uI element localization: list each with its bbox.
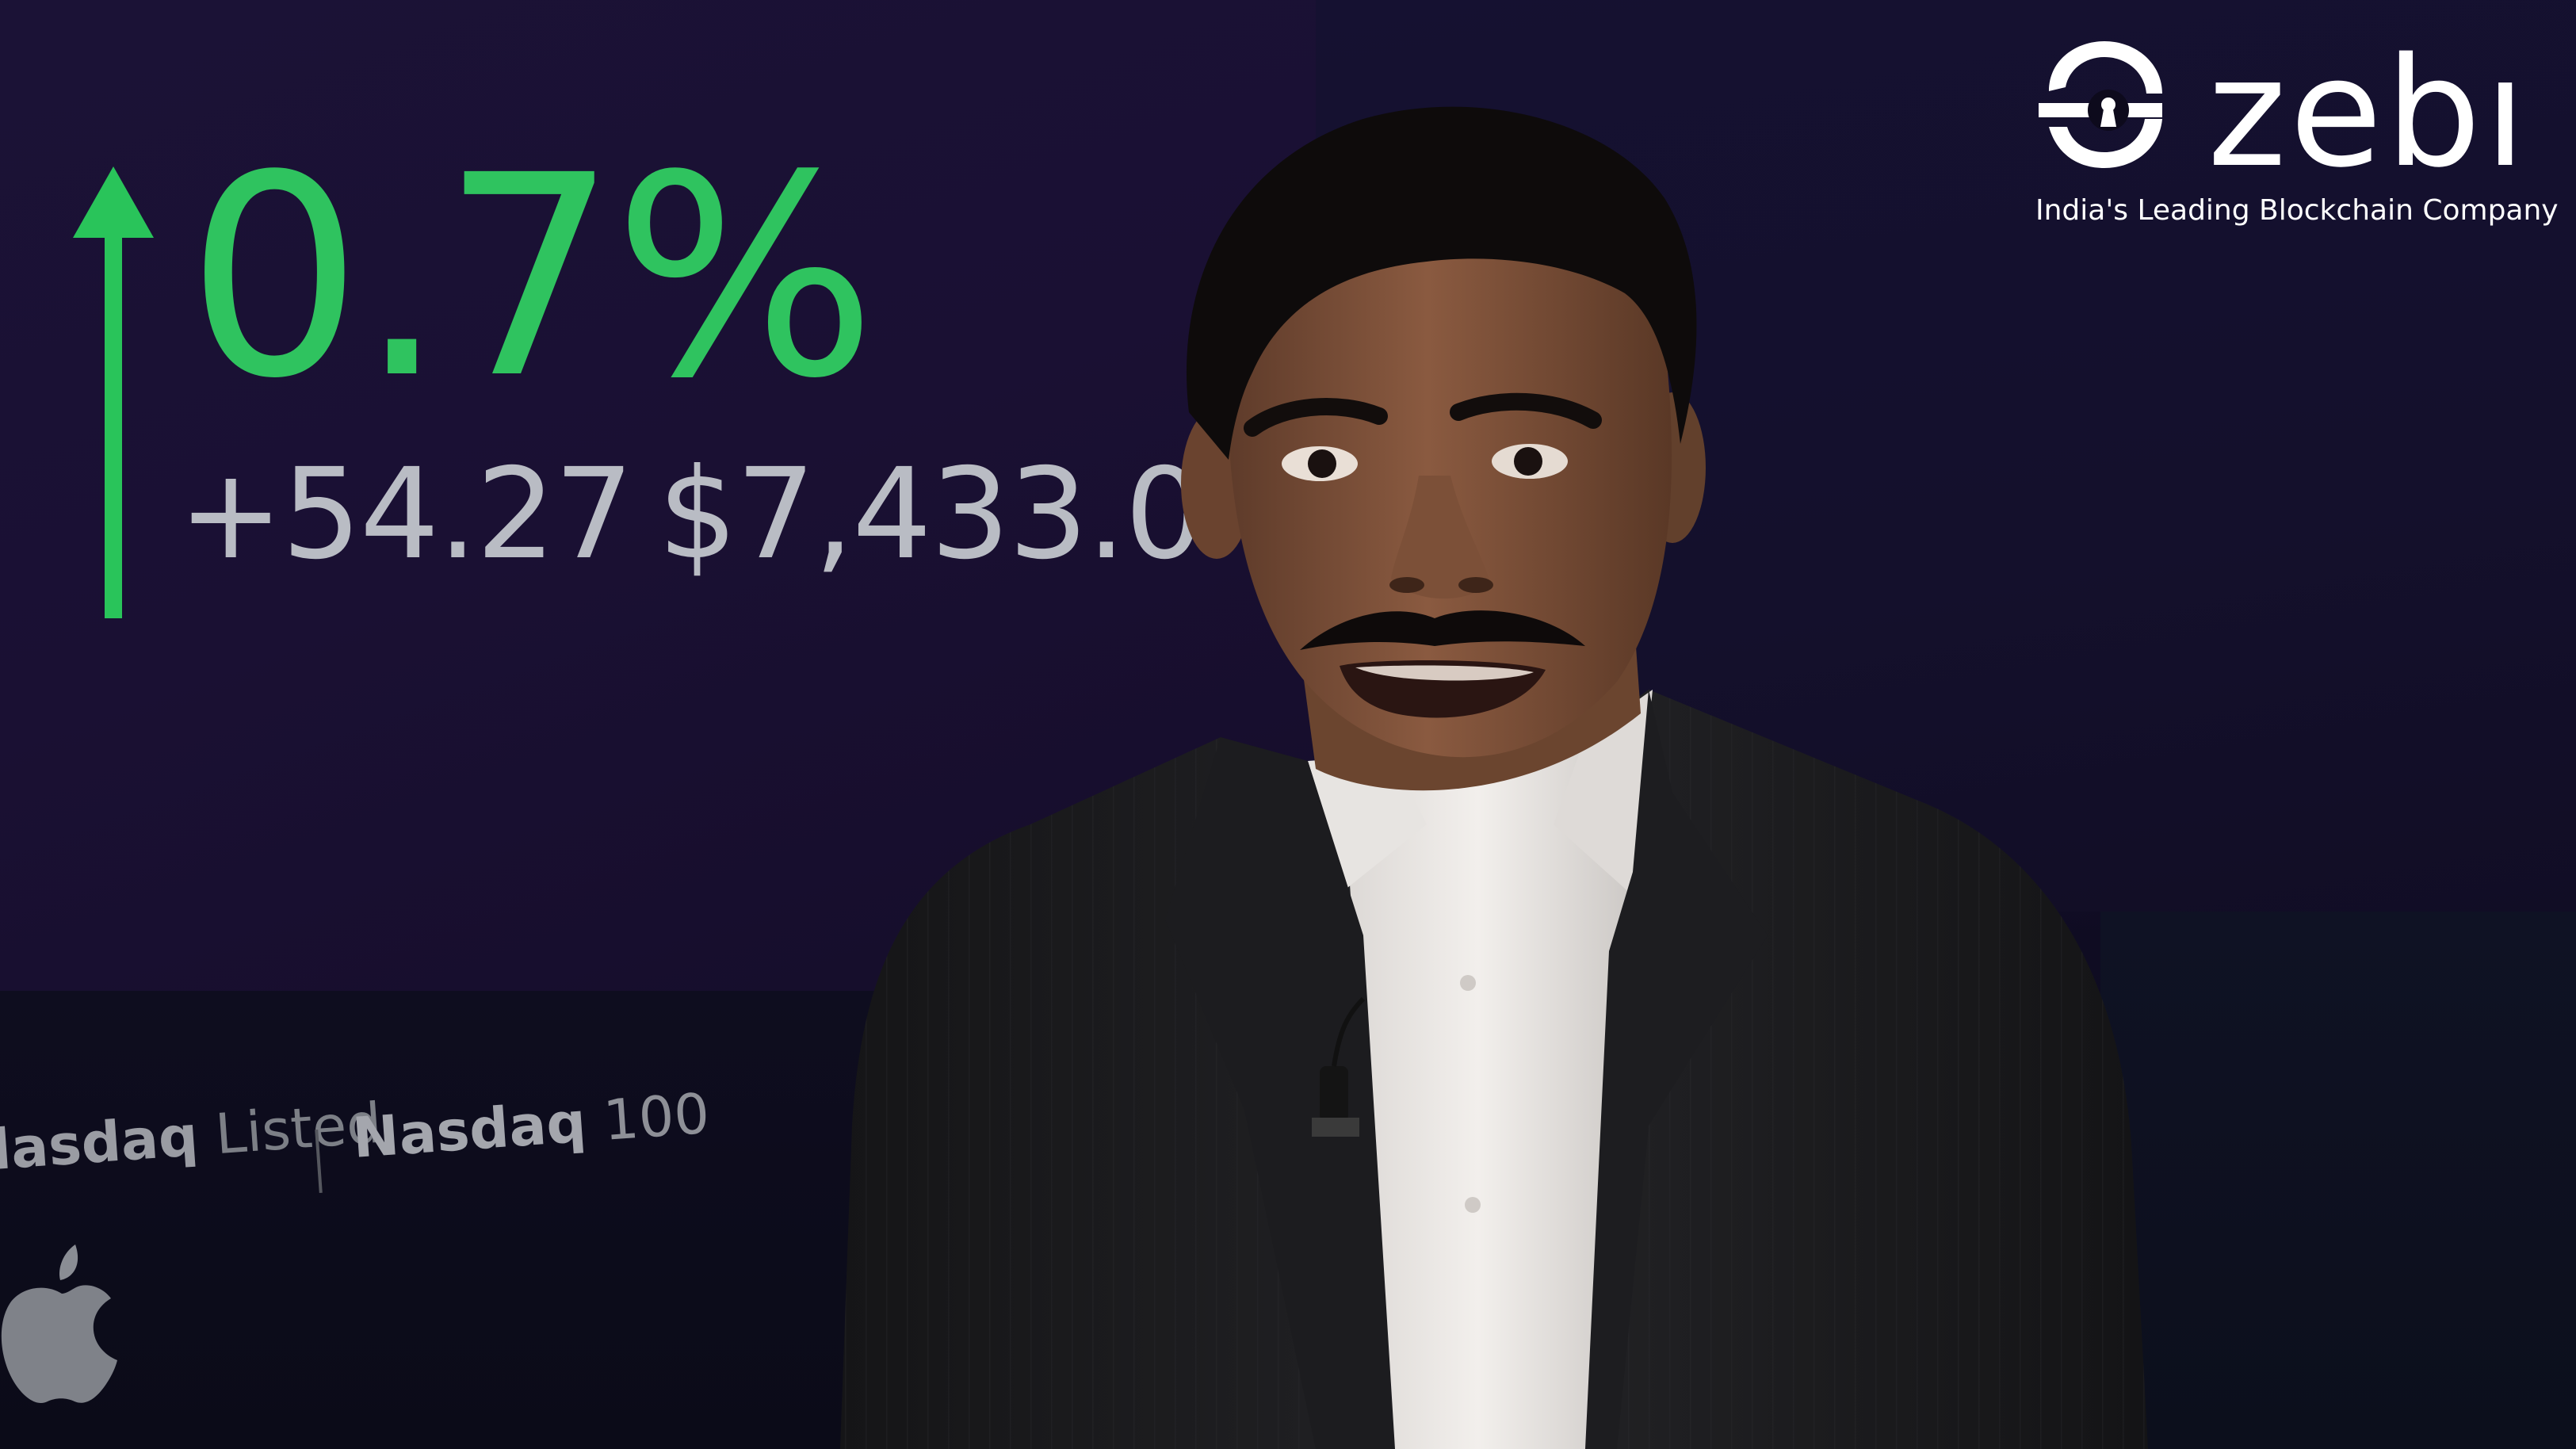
ticker-percent-change: 0.7% [186, 116, 877, 439]
ticker-price: $7,433.04 [658, 442, 1282, 587]
brand-tagline: India's Leading Blockchain Company [2035, 194, 2559, 227]
apple-logo-icon [1, 1244, 118, 1403]
background-lower-right [2100, 912, 2576, 1449]
zebi-logo-icon [2039, 41, 2162, 168]
zebi-brand: zebı India's Leading Blockchain Company [2029, 25, 2559, 238]
arrow-up-shaft [105, 214, 122, 618]
brand-name: zebı [2207, 25, 2530, 201]
ticker-point-change: +54.27 [178, 442, 634, 587]
background-lower-left [0, 991, 951, 1449]
